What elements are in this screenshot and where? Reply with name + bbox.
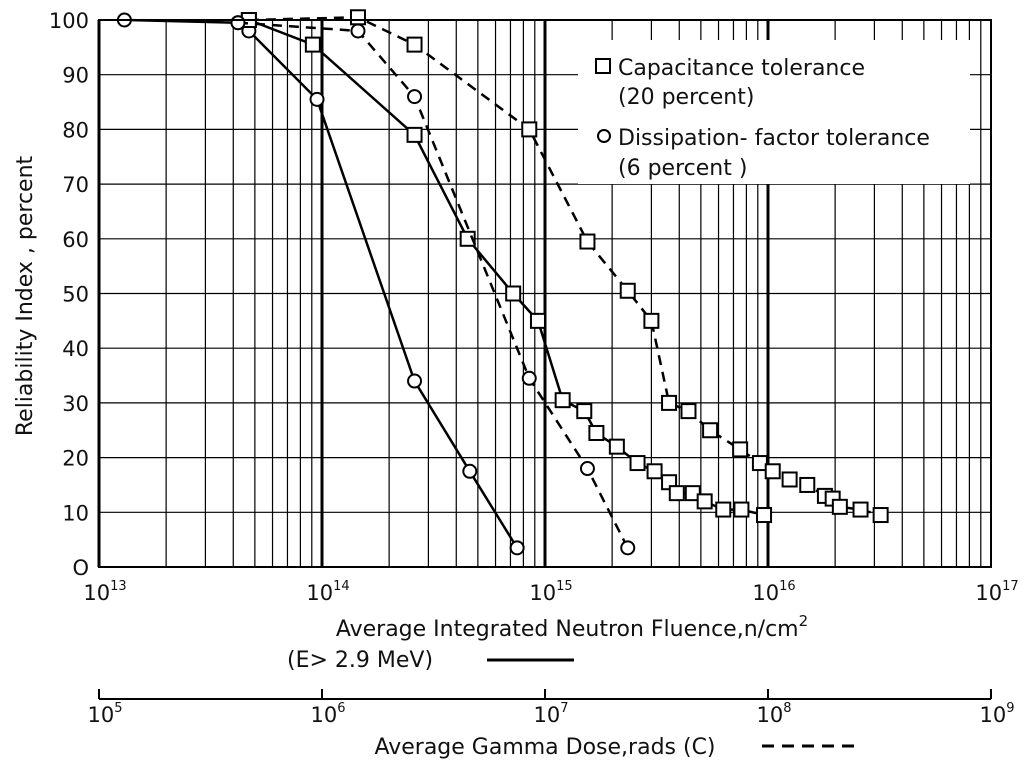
circle-marker — [407, 89, 423, 105]
square-marker — [872, 507, 889, 524]
legend-capacitance-label: Capacitance tolerance — [618, 56, 865, 81]
gamma-axis-title: Average Gamma Dose,rads (C) — [374, 735, 715, 760]
circle-marker — [350, 23, 366, 39]
square-marker — [751, 455, 768, 472]
square-marker — [799, 476, 816, 493]
series-layer — [116, 9, 889, 556]
x-axis-title: Average Integrated Neutron Fluence,n/cm2 — [336, 612, 808, 642]
legend-dissipation-label: Dissipation- factor tolerance — [618, 126, 930, 151]
square-marker — [629, 455, 646, 472]
x-tick-label: 1013 — [83, 579, 126, 605]
y-tick-label: 100 — [49, 9, 89, 33]
gamma-tick-label: 107 — [533, 701, 568, 727]
y-tick-label: O — [72, 556, 89, 580]
square-marker — [668, 485, 685, 502]
circle-marker — [579, 461, 595, 477]
square-marker — [579, 233, 596, 250]
y-tick-label: 20 — [62, 447, 89, 471]
legend-dissipation-sublabel: (6 percent ) — [618, 156, 747, 181]
square-marker — [764, 463, 781, 480]
square-marker — [554, 392, 571, 409]
legend-box — [578, 40, 970, 184]
x-tick-label: 1017 — [975, 579, 1018, 605]
square-marker — [643, 312, 660, 329]
square-marker — [406, 126, 423, 143]
gamma-tick-label: 106 — [310, 701, 345, 727]
square-marker — [619, 282, 636, 299]
gamma-axis-ticks: 105 106 107 108 109 — [87, 689, 1015, 727]
square-marker — [680, 403, 697, 420]
circle-marker — [620, 540, 636, 556]
square-marker — [715, 501, 732, 518]
square-marker — [781, 471, 798, 488]
square-marker — [831, 498, 848, 515]
square-marker — [756, 507, 773, 524]
square-marker — [733, 501, 750, 518]
gamma-tick-label: 105 — [87, 701, 122, 727]
legend-circle-marker — [597, 129, 611, 143]
square-marker — [576, 403, 593, 420]
y-tick-label: 70 — [62, 173, 89, 197]
square-marker — [852, 501, 869, 518]
x-tick-label: 1015 — [529, 579, 572, 605]
square-marker — [646, 463, 663, 480]
y-tick-label: 60 — [62, 228, 89, 252]
y-tick-label: 40 — [62, 337, 89, 361]
square-marker — [304, 36, 321, 53]
square-marker — [696, 493, 713, 510]
plot-frame — [98, 19, 992, 568]
square-marker — [505, 285, 522, 302]
circle-marker — [230, 15, 246, 31]
circle-marker — [509, 540, 525, 556]
series-line-3 — [237, 21, 629, 549]
square-marker — [732, 441, 749, 458]
circle-marker — [407, 373, 423, 389]
ticks-layer: O 10 20 30 40 50 60 70 80 90 100 1013 1014 1015 1016 10… — [49, 9, 1019, 605]
square-marker — [684, 485, 701, 502]
square-marker — [588, 424, 605, 441]
legend-square-marker — [595, 58, 611, 74]
square-marker — [529, 312, 546, 329]
circle-marker — [521, 370, 537, 386]
square-marker — [459, 230, 476, 247]
square-marker — [521, 121, 538, 138]
y-tick-label: 90 — [62, 64, 89, 88]
square-marker — [406, 36, 423, 53]
circle-marker — [309, 91, 325, 107]
legend-capacitance-sublabel: (20 percent) — [618, 85, 754, 110]
x-tick-label: 1016 — [752, 579, 795, 605]
x-tick-label: 1014 — [306, 579, 349, 605]
square-marker — [608, 438, 625, 455]
circle-marker — [462, 463, 478, 479]
gamma-tick-label: 109 — [979, 701, 1014, 727]
y-tick-label: 10 — [62, 501, 89, 525]
square-marker — [349, 9, 366, 26]
square-marker — [661, 394, 678, 411]
square-marker — [702, 422, 719, 439]
y-tick-label: 50 — [62, 283, 89, 307]
legend: Capacitance tolerance (20 percent) Dissi… — [595, 56, 930, 181]
y-tick-label: 80 — [62, 118, 89, 142]
y-tick-label: 30 — [62, 392, 89, 416]
gamma-tick-label: 108 — [756, 701, 791, 727]
neutron-energy-note: (E> 2.9 MeV) — [287, 648, 433, 673]
y-axis-title: Reliability Index , percent — [13, 155, 38, 436]
